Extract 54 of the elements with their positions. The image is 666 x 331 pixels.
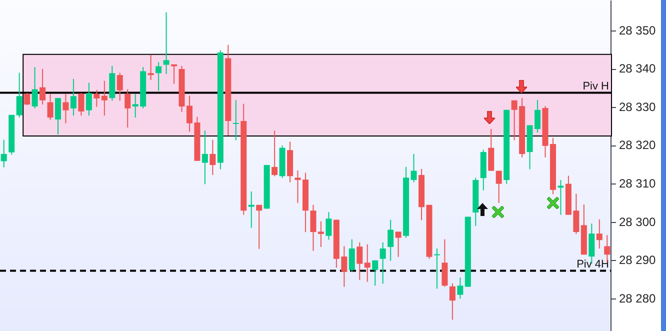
candlestick (163, 12, 170, 74)
candlestick (372, 260, 378, 286)
candlestick (395, 231, 402, 258)
candlestick (410, 153, 417, 183)
candlestick (70, 78, 76, 116)
candlestick (364, 244, 370, 282)
y-tick-label: 28 280 (619, 291, 656, 306)
candlestick (40, 68, 46, 106)
candlestick (62, 93, 69, 124)
candlestick (24, 92, 30, 106)
candlestick (78, 92, 84, 116)
candlestick (32, 66, 38, 109)
y-tick-label: 28 340 (619, 62, 656, 76)
candlestick (16, 72, 22, 118)
candlestick (94, 90, 100, 108)
candlestick (148, 54, 154, 81)
candlestick (256, 204, 262, 250)
candlestick (388, 219, 394, 262)
candlestick (47, 93, 54, 120)
y-tick-label: 28 300 (619, 214, 656, 229)
candlestick (434, 248, 440, 290)
candlestick (202, 130, 208, 185)
candlestick (326, 212, 332, 240)
candlestick (55, 98, 62, 135)
candlestick (457, 277, 464, 300)
candlestick (101, 80, 108, 116)
candlestick (210, 139, 216, 176)
candlestick (318, 220, 324, 248)
candlestick (596, 218, 602, 249)
candlestick (86, 82, 92, 116)
candlestick (449, 282, 456, 320)
candlestick (124, 88, 131, 128)
candlestick (248, 190, 254, 228)
candlestick (356, 242, 363, 280)
candlestick (272, 130, 278, 177)
ref-line-label: Piv H (582, 80, 610, 93)
candlestick (116, 72, 123, 102)
y-tick-label: 28 350 (619, 23, 656, 38)
candlestick (156, 62, 162, 92)
y-tick-label: 28 320 (619, 138, 656, 152)
candlestick (0, 139, 7, 168)
candlestick (310, 204, 316, 252)
candlestick (488, 128, 494, 172)
y-tick-label: 28 330 (619, 100, 656, 114)
ref-line-label: Piv 4H (576, 258, 610, 271)
candlestick (442, 238, 448, 288)
candlestick (232, 99, 239, 141)
y-tick-label: 28 290 (619, 253, 656, 268)
y-tick-label: 28 310 (619, 176, 656, 190)
candlestick (558, 179, 564, 216)
candlestick (348, 238, 355, 272)
candlestick (380, 242, 386, 284)
candlestick (496, 170, 502, 204)
candlestick (171, 64, 178, 84)
